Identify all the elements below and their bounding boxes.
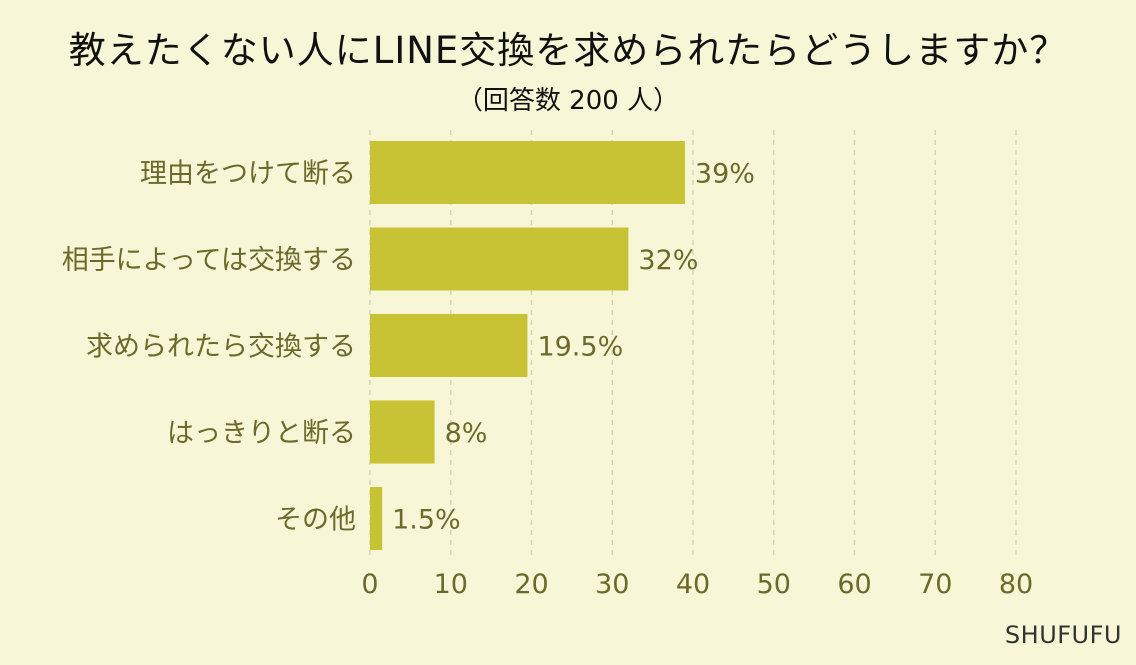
- chart-title: 教えたくない人にLINE交換を求められたらどうしますか？: [68, 29, 1068, 72]
- brand-logo: SHUFUFU: [1004, 621, 1122, 649]
- x-tick-label: 0: [361, 569, 378, 600]
- x-tick-label: 50: [757, 569, 791, 600]
- x-tick-label: 10: [434, 569, 468, 600]
- x-tick-label: 60: [837, 569, 871, 600]
- value-label: 1.5%: [392, 505, 461, 536]
- value-label: 8%: [445, 418, 488, 449]
- category-label: はっきりと断る: [167, 418, 356, 449]
- category-label: その他: [275, 505, 356, 536]
- bar-2: [370, 227, 629, 291]
- x-tick-label: 80: [999, 569, 1033, 600]
- bar-5: [370, 487, 383, 550]
- value-label: 19.5%: [537, 332, 623, 363]
- x-tick-label: 40: [676, 569, 710, 600]
- category-label: 理由をつけて断る: [140, 159, 356, 190]
- x-tick-label: 70: [918, 569, 952, 600]
- x-tick-label: 20: [514, 569, 548, 600]
- category-label: 求められたら交換する: [86, 332, 356, 363]
- bar-3: [370, 314, 528, 377]
- bar-4: [370, 400, 435, 464]
- x-tick-label: 30: [595, 569, 629, 600]
- bar-1: [370, 141, 685, 204]
- category-label: 相手によっては交換する: [62, 245, 356, 276]
- value-label: 39%: [695, 159, 755, 190]
- chart-subtitle: （回答数 200 人）: [456, 86, 680, 116]
- value-label: 32%: [638, 245, 698, 276]
